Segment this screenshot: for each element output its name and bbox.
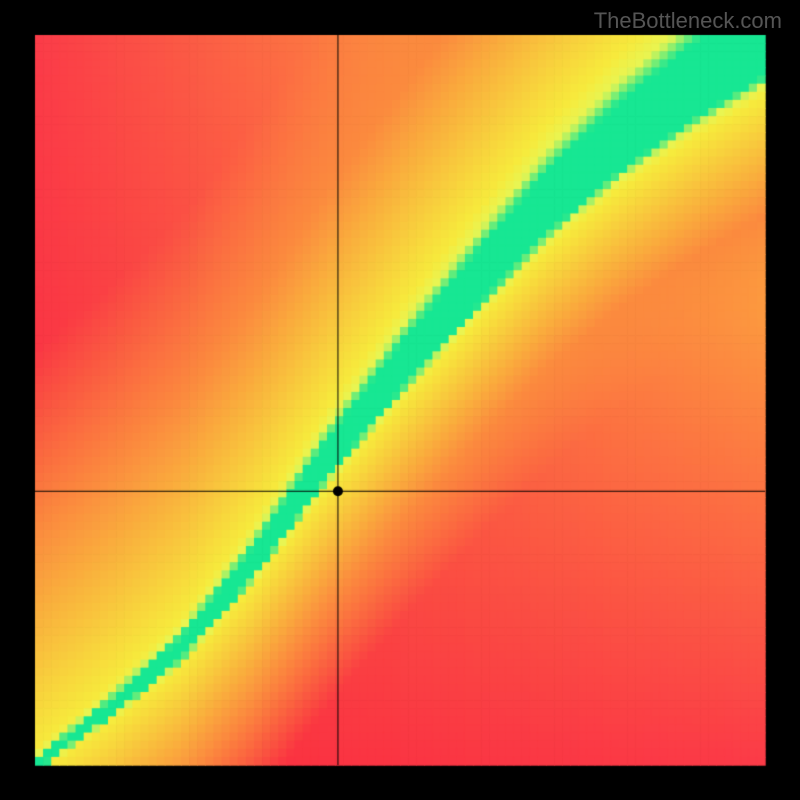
- watermark-text: TheBottleneck.com: [594, 8, 782, 34]
- chart-container: TheBottleneck.com: [0, 0, 800, 800]
- bottleneck-heatmap: [0, 0, 800, 800]
